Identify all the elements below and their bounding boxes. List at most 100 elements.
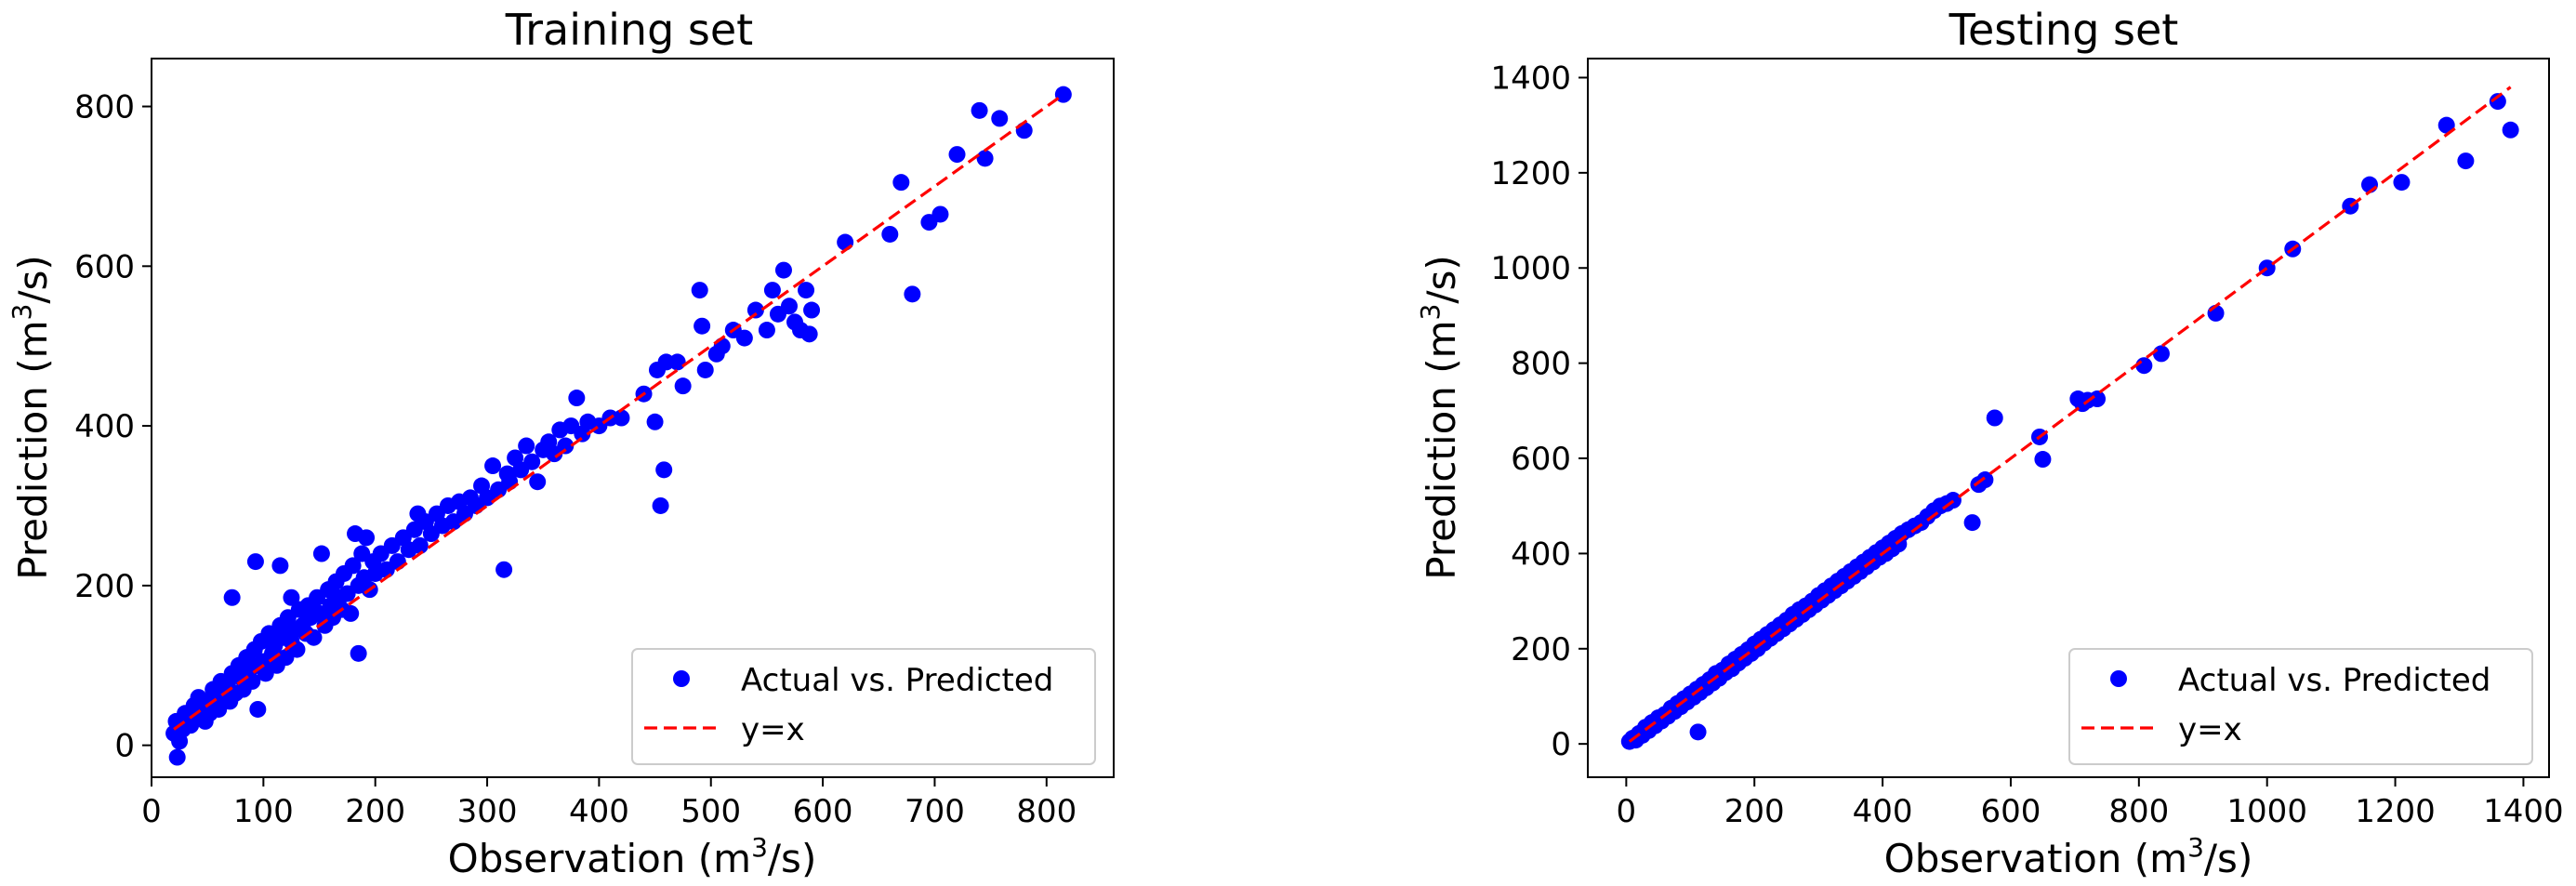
data-point [2437, 116, 2455, 134]
data-point [800, 325, 818, 343]
x-axis-label-text: Observation (m [1884, 836, 2187, 881]
x-ticks: 0 100 200 300 400 500 600 700 800 [141, 777, 1077, 830]
data-point [342, 604, 360, 622]
data-point [652, 496, 669, 514]
chart-testing-set: Testing set 0 200 400 600 800 1000 1200 1400 0 2… [1415, 5, 2564, 881]
y-ticks: 0 200 400 600 800 [74, 89, 152, 765]
data-point [1963, 514, 1981, 532]
x-tick-label: 800 [1016, 793, 1077, 830]
x-axis-label-unit: /s) [768, 836, 816, 881]
x-tick-label: 1000 [2226, 793, 2307, 830]
x-tick-label: 500 [680, 793, 741, 830]
data-point [881, 225, 899, 243]
data-point [646, 413, 664, 430]
data-point [246, 553, 264, 571]
legend-box [2068, 648, 2533, 765]
data-point [2152, 345, 2170, 363]
y-tick-label: 200 [74, 568, 135, 605]
data-point [523, 453, 541, 470]
legend-marker-points [2110, 670, 2127, 687]
x-axis-label-exponent: 3 [751, 832, 768, 863]
legend: Actual vs. Predicted y=x [2068, 648, 2533, 765]
legend-label-line: y=x [2178, 711, 2242, 748]
data-point [1986, 409, 2003, 427]
data-point [1689, 723, 1707, 741]
x-axis-label: Observation (m3/s) [448, 832, 817, 881]
x-tick-label: 600 [1981, 793, 2041, 830]
x-tick-label: 0 [141, 793, 162, 830]
data-point [358, 529, 376, 547]
data-point [613, 409, 630, 427]
y-tick-label: 800 [74, 89, 135, 126]
x-tick-label: 200 [345, 793, 405, 830]
data-point [529, 473, 547, 491]
data-point [2457, 152, 2475, 170]
x-tick-label: 0 [1617, 793, 1637, 830]
x-tick-label: 100 [233, 793, 294, 830]
y-axis-label-unit: /s) [1419, 255, 1464, 303]
data-point [746, 301, 764, 319]
data-point [655, 461, 673, 479]
data-point [976, 150, 994, 167]
legend: Actual vs. Predicted y=x [631, 648, 1096, 765]
chart-title: Training set [505, 5, 753, 55]
data-point [518, 437, 535, 455]
identity-line [173, 93, 1064, 731]
data-point [484, 457, 502, 475]
data-point [780, 298, 798, 315]
x-axis-label-exponent: 3 [2187, 832, 2204, 863]
chart-training-set: Training set 0 100 200 300 400 500 600 700 800 0… [7, 5, 1115, 881]
x-tick-label: 400 [1853, 793, 1913, 830]
data-point [991, 110, 1009, 127]
x-tick-label: 1400 [2483, 793, 2564, 830]
y-tick-label: 800 [1511, 346, 1571, 383]
x-tick-label: 1200 [2355, 793, 2436, 830]
data-point [168, 748, 186, 766]
y-axis-label: Prediction (m3/s) [7, 255, 56, 580]
y-axis-label-text: Prediction (m [10, 320, 56, 579]
data-point [2034, 451, 2052, 469]
data-point [713, 337, 731, 355]
data-point [2502, 121, 2519, 139]
y-axis-label-exponent: 3 [1415, 304, 1446, 321]
y-tick-label: 400 [74, 408, 135, 445]
legend-label-line: y=x [741, 711, 805, 748]
y-axis-label-unit: /s) [10, 255, 56, 303]
y-ticks: 0 200 400 600 800 1000 1200 1400 [1490, 60, 1588, 763]
y-tick-label: 1000 [1490, 250, 1571, 287]
x-tick-label: 300 [457, 793, 518, 830]
data-point [288, 641, 306, 658]
data-point [223, 588, 241, 606]
data-point [758, 322, 775, 339]
scatter-points [165, 86, 1072, 766]
x-tick-label: 200 [1724, 793, 1785, 830]
data-point [249, 700, 267, 718]
x-axis-label: Observation (m3/s) [1884, 832, 2253, 881]
data-point [495, 561, 513, 578]
legend-marker-points [673, 670, 690, 687]
data-point [271, 557, 289, 575]
data-point [1015, 122, 1033, 139]
data-point [312, 545, 330, 562]
data-point [344, 557, 362, 575]
data-point [350, 644, 367, 662]
data-point [803, 301, 821, 319]
x-tick-label: 400 [569, 793, 629, 830]
y-tick-label: 1200 [1490, 155, 1571, 192]
y-tick-label: 400 [1511, 536, 1571, 573]
data-point [2393, 174, 2411, 192]
data-point [696, 361, 714, 378]
y-axis-label-text: Prediction (m [1419, 320, 1464, 579]
legend-box [631, 648, 1096, 765]
data-point [837, 233, 854, 251]
data-point [691, 282, 708, 299]
y-tick-label: 200 [1511, 631, 1571, 668]
data-point [904, 285, 921, 303]
x-ticks: 0 200 400 600 800 1000 1200 1400 [1617, 777, 2564, 830]
data-point [971, 101, 988, 119]
data-point [798, 282, 815, 299]
data-point [411, 536, 429, 554]
data-point [735, 329, 753, 347]
data-point [668, 353, 686, 371]
